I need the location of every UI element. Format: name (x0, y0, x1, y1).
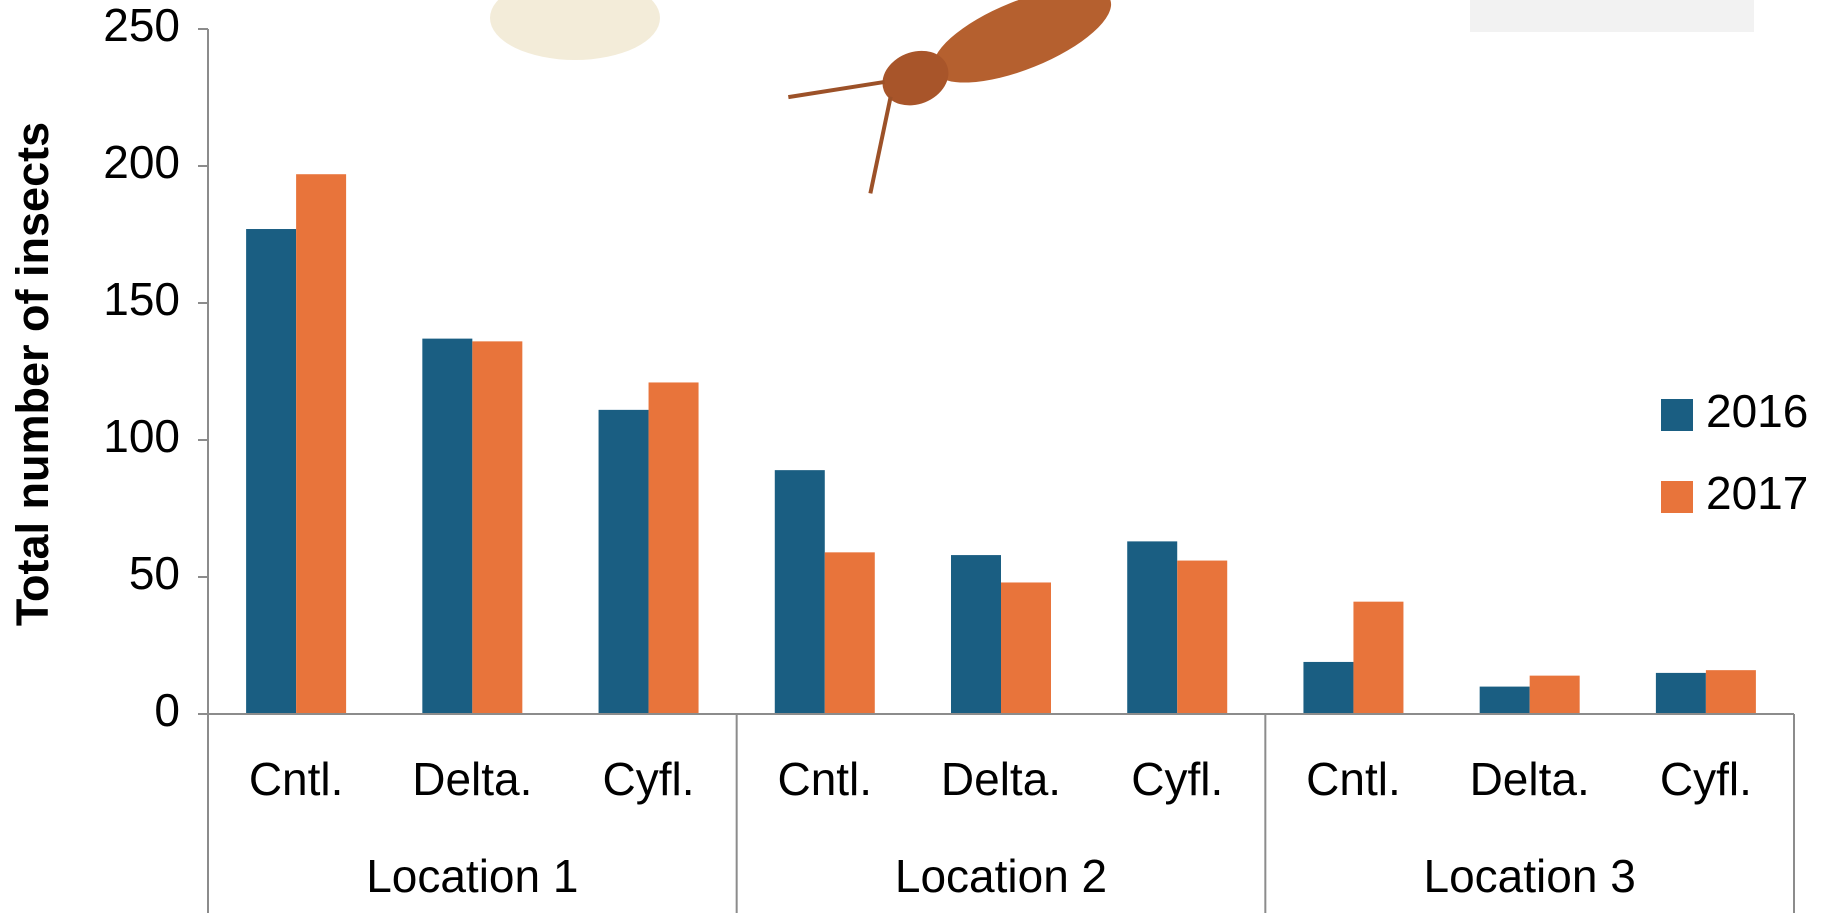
bar (951, 555, 1001, 714)
legend-label: 2017 (1706, 467, 1808, 519)
x-tick-label: Cntl. (777, 753, 872, 805)
x-tick-label: Delta. (412, 753, 532, 805)
bar (599, 410, 649, 714)
x-tick-label: Cyfl. (603, 753, 695, 805)
y-tick-label: 250 (103, 0, 180, 51)
y-tick-label: 150 (103, 273, 180, 325)
x-tick-label: Cyfl. (1660, 753, 1752, 805)
decoration (490, 0, 1754, 208)
group-label: Location 1 (366, 850, 578, 902)
y-tick-label: 50 (129, 547, 180, 599)
bar (825, 552, 875, 714)
x-tick-label: Delta. (941, 753, 1061, 805)
y-tick-label: 0 (154, 684, 180, 736)
x-tick-label: Cyfl. (1131, 753, 1223, 805)
legend-swatch (1661, 399, 1693, 431)
bar (246, 229, 296, 714)
bar (1706, 670, 1756, 714)
legend-swatch (1661, 481, 1693, 513)
bar (1177, 561, 1227, 714)
y-tick-label: 200 (103, 136, 180, 188)
bar (1127, 541, 1177, 714)
y-tick-label: 100 (103, 410, 180, 462)
legend-label: 2016 (1706, 385, 1808, 437)
group-label: Location 3 (1424, 850, 1636, 902)
bar (775, 470, 825, 714)
bar (1001, 582, 1051, 714)
bar (1480, 687, 1530, 714)
bar (1303, 662, 1353, 714)
group-label: Location 2 (895, 850, 1107, 902)
bar (649, 382, 699, 714)
x-tick-label: Cntl. (249, 753, 344, 805)
x-tick-label: Delta. (1470, 753, 1590, 805)
y-axis-title: Total number of insects (7, 122, 58, 626)
bar (472, 341, 522, 714)
bar (1530, 676, 1580, 714)
bar (1656, 673, 1706, 714)
x-tick-label: Cntl. (1306, 753, 1401, 805)
bar (296, 174, 346, 714)
bar (422, 339, 472, 714)
chart: Total number of insects 0 50 100 150 200 250 C… (0, 0, 1832, 913)
bar (1353, 602, 1403, 714)
